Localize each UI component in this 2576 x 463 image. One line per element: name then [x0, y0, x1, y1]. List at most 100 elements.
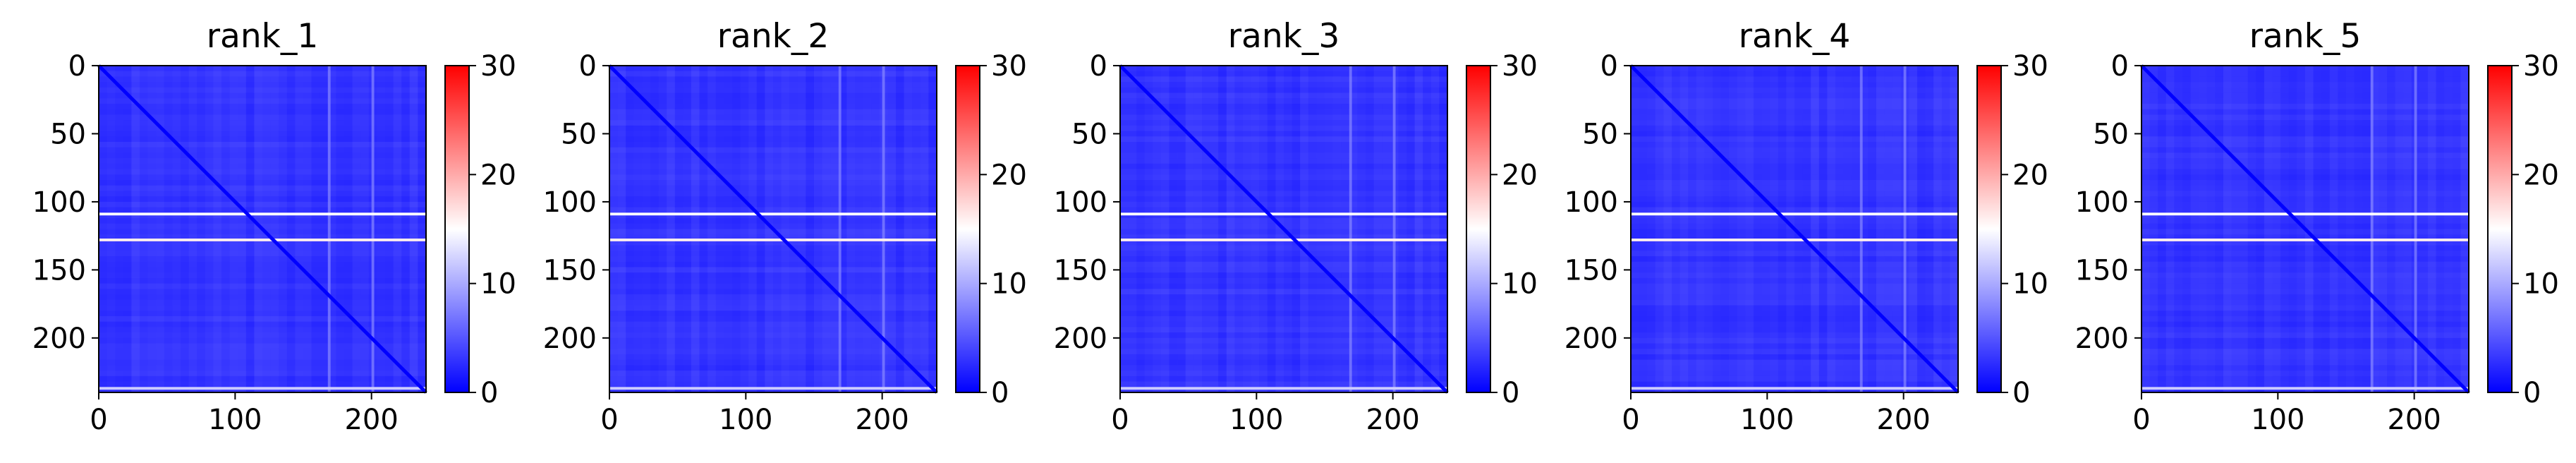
texture-row — [2141, 289, 2469, 295]
texture-row — [99, 229, 426, 235]
texture-row — [99, 321, 426, 327]
texture-row — [1631, 359, 1958, 366]
texture-row — [2141, 223, 2469, 229]
texture-row — [1120, 109, 1447, 115]
bright-column — [327, 66, 331, 392]
texture-row — [1631, 315, 1958, 322]
texture-row — [609, 371, 937, 376]
texture-row — [609, 218, 937, 224]
texture-row — [2141, 245, 2469, 251]
texture-row — [1120, 147, 1447, 153]
heatmap-frame — [98, 65, 427, 393]
texture-row — [609, 66, 937, 71]
colorbar — [1466, 65, 1491, 393]
texture-row — [609, 180, 937, 186]
texture-row — [1631, 114, 1958, 121]
texture-row — [2141, 218, 2469, 224]
texture-col — [1843, 66, 1852, 392]
texture-col — [1778, 66, 1787, 392]
y-tick-label: 200 — [1054, 323, 1107, 355]
texture-col — [352, 66, 361, 392]
bright-column — [371, 66, 375, 392]
texture-row — [99, 371, 426, 376]
texture-row — [2141, 327, 2469, 333]
texture-col — [715, 66, 724, 392]
texture-col — [912, 66, 921, 392]
bright-column — [1349, 66, 1352, 392]
texture-col — [262, 66, 271, 392]
chart-title: rank_1 — [207, 17, 319, 56]
texture-row — [2141, 299, 2469, 306]
texture-row — [1120, 120, 1447, 126]
y-tick-label: 50 — [561, 118, 597, 150]
texture-col — [336, 66, 344, 392]
texture-col — [1663, 66, 1672, 392]
texture-col — [2321, 66, 2330, 392]
texture-row — [1631, 87, 1958, 93]
y-tick-label: 0 — [2111, 50, 2129, 83]
texture-row — [1120, 131, 1447, 137]
texture-col — [667, 66, 675, 392]
y-tick-label: 50 — [1071, 118, 1107, 150]
texture-row — [609, 289, 937, 295]
colorbar-tick-label: 0 — [991, 377, 1009, 409]
texture-row — [1120, 371, 1447, 376]
texture-col — [2297, 66, 2305, 392]
texture-row — [609, 169, 937, 175]
texture-row — [99, 66, 426, 71]
colorbar-tick-label: 30 — [2523, 50, 2559, 83]
bright-row — [1120, 387, 1447, 390]
texture-row — [609, 207, 937, 213]
texture-col — [732, 66, 741, 392]
texture-col — [418, 66, 426, 392]
texture-col — [1193, 66, 1202, 392]
x-tick-label: 0 — [90, 404, 107, 436]
texture-row — [609, 359, 937, 366]
x-tick-label: 0 — [600, 404, 618, 436]
y-tick-label: 0 — [1090, 50, 1107, 83]
texture-col — [1786, 66, 1794, 392]
texture-row — [1631, 371, 1958, 376]
texture-row — [1631, 120, 1958, 126]
texture-row — [1120, 92, 1447, 99]
texture-col — [1382, 66, 1390, 392]
texture-row — [99, 125, 426, 131]
texture-col — [1210, 66, 1219, 392]
texture-col — [691, 66, 700, 392]
texture-row — [2141, 354, 2469, 360]
texture-col — [205, 66, 214, 392]
x-tick-label: 200 — [1366, 404, 1419, 436]
texture-row — [2141, 136, 2469, 143]
texture-row — [1631, 294, 1958, 300]
texture-row — [2141, 239, 2469, 246]
texture-row — [2141, 256, 2469, 262]
texture-col — [846, 66, 855, 392]
texture-row — [1631, 277, 1958, 284]
texture-col — [2338, 66, 2346, 392]
texture-row — [2141, 294, 2469, 300]
x-tick-label: 100 — [1740, 404, 1794, 436]
texture-col — [2158, 66, 2166, 392]
texture-col — [838, 66, 847, 392]
colorbar-tick-label: 10 — [2523, 268, 2559, 301]
texture-row — [609, 375, 937, 382]
texture-row — [609, 332, 937, 338]
bright-row — [1631, 387, 1958, 390]
texture-row — [2141, 98, 2469, 104]
texture-row — [1631, 267, 1958, 273]
texture-row — [609, 87, 937, 93]
texture-row — [2141, 125, 2469, 131]
texture-row — [1120, 142, 1447, 148]
bright-row — [609, 239, 937, 241]
texture-row — [1120, 104, 1447, 109]
x-tick-label: 200 — [1876, 404, 1930, 436]
colorbar-tick-label: 30 — [480, 50, 516, 83]
texture-row — [99, 305, 426, 311]
texture-row — [1631, 365, 1958, 371]
heatmap-texture — [609, 66, 937, 392]
texture-row — [1120, 251, 1447, 257]
texture-row — [99, 272, 426, 278]
y-tick-label: 150 — [32, 254, 86, 287]
texture-row — [1631, 218, 1958, 224]
x-tick-label: 0 — [1622, 404, 1639, 436]
